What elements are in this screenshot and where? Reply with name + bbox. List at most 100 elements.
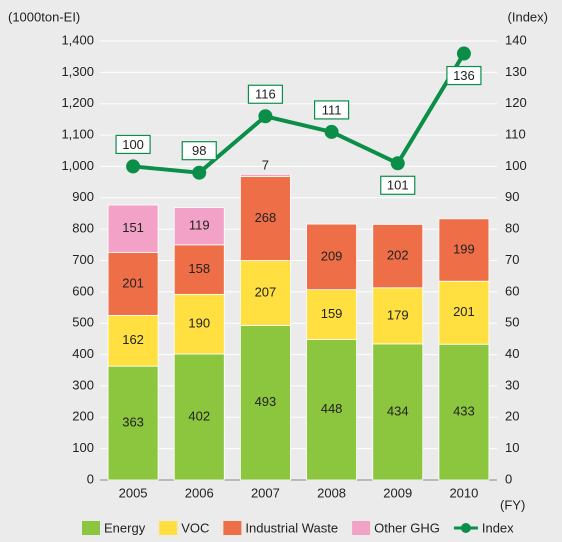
data-label: 402 [188,408,210,423]
x-tick-label: 2006 [185,485,214,500]
bar-segment [173,293,225,355]
y2-tick-label: 40 [505,346,519,361]
data-label: 202 [387,248,409,263]
data-label: 190 [188,316,210,331]
x-tick-label: 2010 [449,485,478,500]
x-axis-label: (FY) [500,497,525,512]
bar-segment [240,325,291,481]
data-label: 159 [321,306,343,321]
y2-tick-label: 100 [505,158,527,173]
index-label-box [181,141,217,161]
data-label: 179 [387,307,409,322]
index-label: 136 [453,68,475,83]
index-label-box [115,134,151,155]
y2-tick-label: 110 [505,127,526,142]
bar-segment [107,204,159,253]
bar-segment [107,251,159,316]
index-line [132,52,466,175]
y-tick-label: 700 [72,252,94,267]
x-tick-label: 2008 [317,485,346,500]
y-tick-label: 100 [72,440,94,455]
x-tick-label: 2005 [119,485,148,500]
index-label: 116 [255,87,276,102]
y-tick-label: 1,000 [61,158,94,173]
legend-swatch [159,521,178,535]
bar-segment [173,353,225,481]
data-label: 119 [189,218,210,233]
legend-swatch [82,521,100,535]
data-label: 209 [321,248,343,263]
data-label: 363 [122,415,144,430]
y2-tick-label: 130 [505,64,527,79]
index-label-box [380,175,416,195]
legend-label: Industrial Waste [245,520,338,535]
bar-segment [306,339,357,481]
index-point [324,124,339,139]
y-tick-label: 200 [72,409,94,424]
data-label: 201 [122,275,144,290]
index-point [192,165,207,180]
legend-label: VOC [181,520,209,535]
y2-tick-label: 50 [505,315,519,330]
index-label: 100 [122,137,144,152]
index-point [258,109,273,124]
index-label-box [446,65,482,86]
x-tick-label: 2009 [383,485,412,500]
index-label-box [247,84,284,104]
bar-segment [438,343,490,481]
data-label: 151 [122,220,144,235]
y2-tick-label: 120 [505,95,527,110]
y-tick-label: 900 [72,189,94,204]
y-tick-label: 1,300 [61,64,94,79]
y-tick-label: 800 [72,221,94,236]
x-tick-label: 2007 [251,485,280,500]
y2-tick-label: 30 [505,377,519,392]
data-label: 199 [453,241,475,256]
bar-segment [306,289,357,340]
y-tick-label: 0 [87,471,94,486]
y-tick-label: 400 [72,346,94,361]
bar-segment [173,244,225,295]
bar-segment [240,260,291,326]
y-tick-label: 300 [72,377,94,392]
index-point [390,156,405,171]
bar-segment [438,280,490,345]
y-axis-label: (1000ton-EI) [8,9,80,24]
data-label: 448 [321,401,343,416]
data-label: 7 [262,158,269,173]
bar-segment [240,173,291,177]
index-point [126,159,141,174]
y-tick-label: 500 [72,315,94,330]
y-tick-label: 1,400 [61,32,94,47]
y2-tick-label: 0 [505,471,512,486]
index-label: 111 [322,102,342,117]
data-label: 268 [255,210,277,225]
legend-swatch [223,521,242,535]
y2-tick-label: 90 [505,189,519,204]
y2-tick-label: 140 [505,32,527,47]
legend-marker [460,523,471,533]
bar-segment [438,218,490,282]
y2-tick-label: 10 [505,440,519,455]
index-label-box [313,100,350,120]
data-label: 493 [255,394,277,409]
data-label: 434 [387,403,409,418]
index-label: 101 [387,178,409,193]
bar-segment [240,176,291,261]
bar-segment [306,223,357,291]
data-label: 162 [122,332,144,347]
y2-tick-label: 70 [505,252,519,267]
y2-axis-label: (Index) [508,9,548,24]
legend-swatch [352,521,371,535]
bar-segment [372,224,424,289]
bar-segment [107,314,159,367]
bar-segment [173,207,225,246]
legend-label: Energy [104,520,146,535]
legend-label: Index [482,520,514,535]
data-label: 201 [453,304,475,319]
y-tick-label: 1,200 [61,95,94,110]
data-label: 158 [188,261,210,276]
y-tick-label: 1,100 [61,127,94,142]
